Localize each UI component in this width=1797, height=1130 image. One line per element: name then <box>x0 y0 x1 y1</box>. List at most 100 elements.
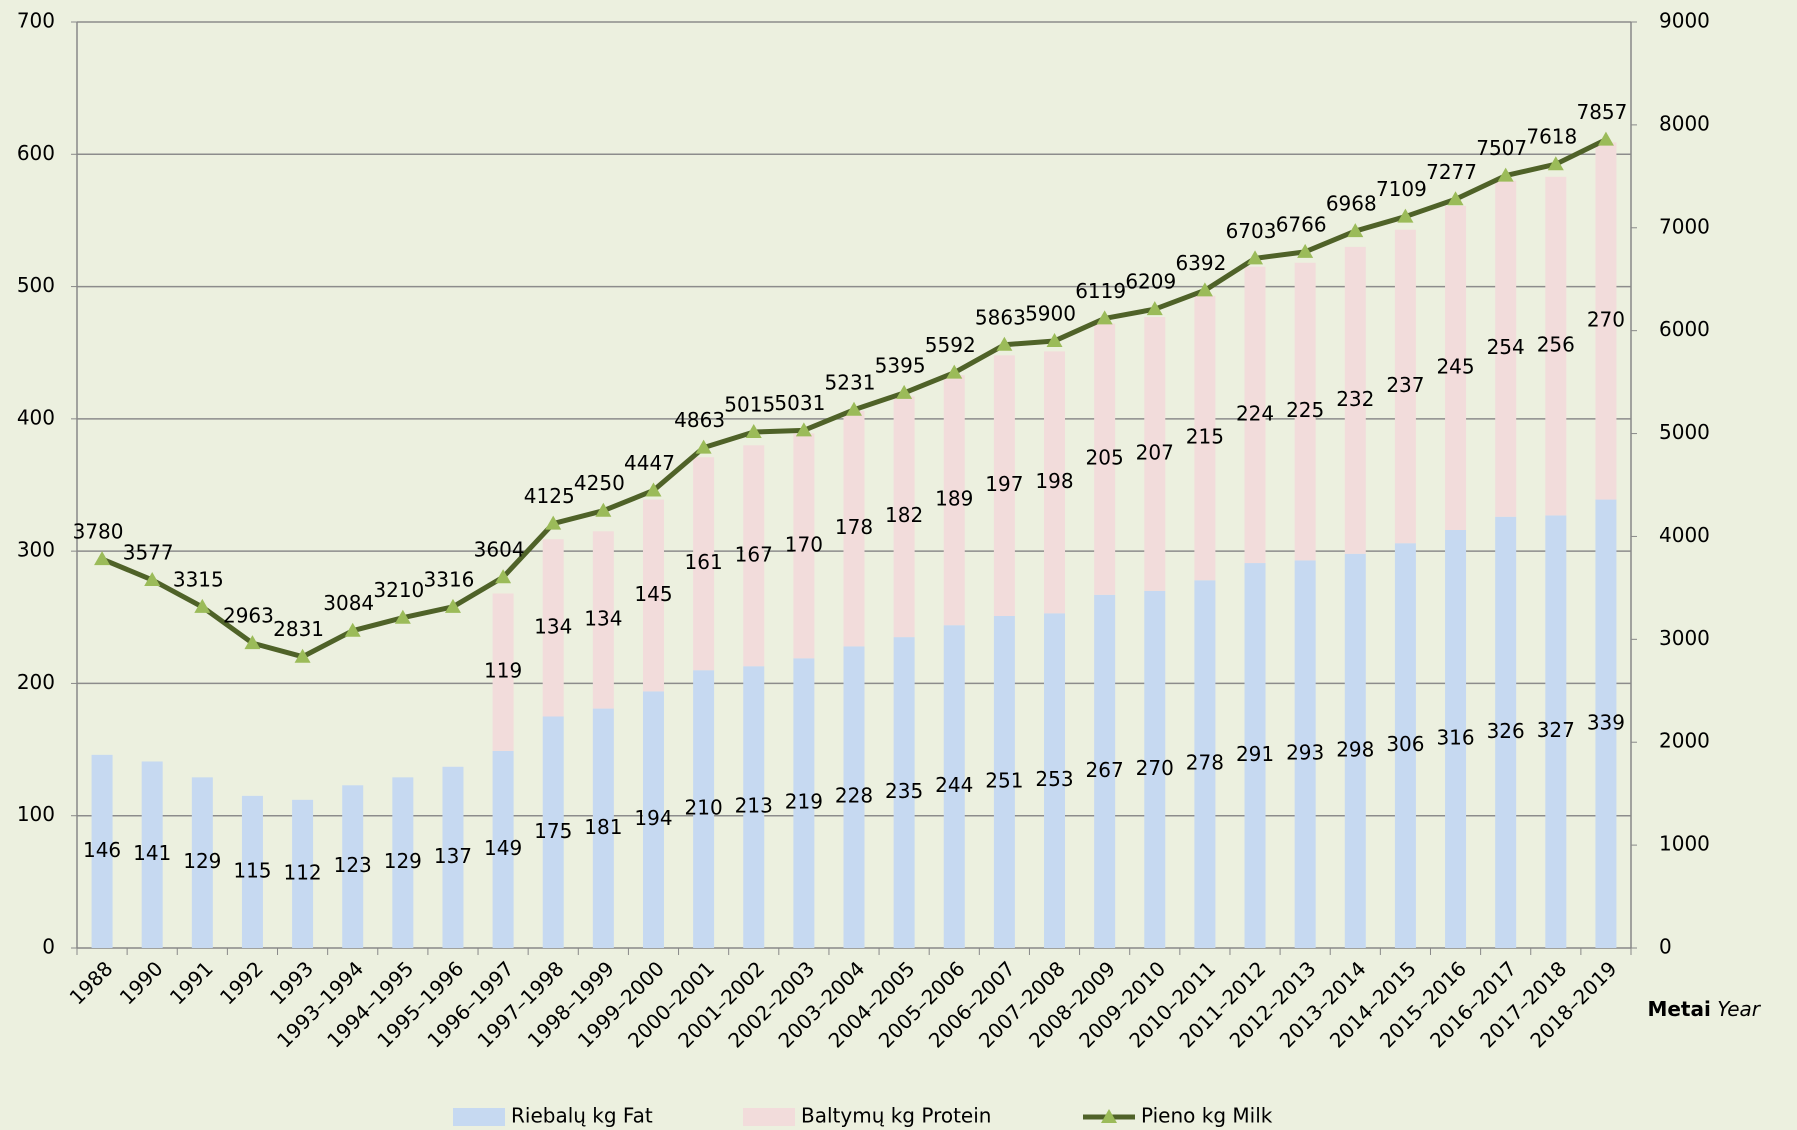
data-label: 6209 <box>1125 270 1176 294</box>
bar <box>943 625 965 948</box>
bar <box>1344 246 1366 554</box>
y-tick-label: 400 <box>17 405 55 429</box>
y2-tick-label: 1000 <box>1659 832 1710 856</box>
data-label: 189 <box>935 487 973 511</box>
bar <box>592 531 614 709</box>
marker <box>444 598 461 613</box>
y-tick-label: 0 <box>42 935 55 959</box>
bar <box>793 658 815 948</box>
data-label: 316 <box>1436 725 1474 749</box>
marker <box>545 515 562 530</box>
data-label: 141 <box>133 841 171 865</box>
marker <box>1597 131 1614 146</box>
bar <box>1344 553 1366 948</box>
bar <box>1445 529 1467 948</box>
data-label: 123 <box>334 853 372 877</box>
bar <box>1094 594 1116 948</box>
marker <box>946 364 963 379</box>
data-label: 6119 <box>1075 279 1126 303</box>
marker <box>344 622 361 637</box>
bar <box>191 777 213 948</box>
marker <box>495 569 512 584</box>
data-label: 6392 <box>1175 251 1226 275</box>
bar <box>1545 176 1567 516</box>
data-label: 115 <box>233 858 271 882</box>
data-label: 170 <box>785 532 823 556</box>
data-label: 267 <box>1086 758 1124 782</box>
x-axis-title-bold: Metai <box>1647 997 1710 1021</box>
legend-label: Pieno kg Milk <box>1141 1104 1273 1128</box>
bar <box>1144 590 1166 948</box>
marker <box>1497 167 1514 182</box>
marker <box>695 439 712 454</box>
data-label: 210 <box>685 796 723 820</box>
data-label: 237 <box>1386 373 1424 397</box>
bar <box>91 754 113 948</box>
data-label: 219 <box>785 790 823 814</box>
bar <box>793 433 815 659</box>
marker <box>595 502 612 517</box>
data-label: 5863 <box>975 305 1026 329</box>
data-label: 3210 <box>373 578 424 602</box>
bar <box>492 593 514 751</box>
marker <box>645 482 662 497</box>
data-label: 2831 <box>273 617 324 641</box>
data-label: 270 <box>1136 756 1174 780</box>
legend-swatch <box>743 1108 795 1126</box>
data-label: 7857 <box>1576 100 1627 124</box>
data-label: 119 <box>484 659 522 683</box>
y-tick-label: 500 <box>17 273 55 297</box>
marker <box>1046 332 1063 347</box>
bar <box>1294 560 1316 948</box>
data-label: 181 <box>584 815 622 839</box>
data-label: 232 <box>1336 387 1374 411</box>
bar <box>693 670 715 948</box>
bar <box>1294 262 1316 561</box>
data-label: 4447 <box>624 451 675 475</box>
data-label: 3780 <box>73 520 124 544</box>
y2-tick-label: 3000 <box>1659 626 1710 650</box>
data-label: 134 <box>584 606 622 630</box>
marker <box>1196 282 1213 297</box>
data-label: 5395 <box>875 353 926 377</box>
data-label: 7618 <box>1526 125 1577 149</box>
data-label: 5031 <box>774 391 825 415</box>
bar <box>542 539 564 717</box>
data-label: 2963 <box>223 604 274 628</box>
data-label: 270 <box>1587 307 1625 331</box>
data-label: 5592 <box>925 333 976 357</box>
data-label: 256 <box>1537 333 1575 357</box>
data-label: 3577 <box>123 540 174 564</box>
marker <box>1547 156 1564 171</box>
marker <box>996 336 1013 351</box>
bar <box>1094 323 1116 595</box>
bar <box>1244 266 1266 564</box>
data-label: 205 <box>1086 446 1124 470</box>
bar <box>642 691 664 948</box>
bar <box>1394 229 1416 544</box>
data-label: 175 <box>534 819 572 843</box>
marker <box>846 401 862 416</box>
bar <box>1545 515 1567 948</box>
bar <box>292 799 314 948</box>
y-tick-label: 300 <box>17 538 55 562</box>
data-label: 167 <box>735 542 773 566</box>
bar <box>442 766 464 948</box>
data-label: 7277 <box>1426 160 1477 184</box>
bar <box>392 777 414 948</box>
y2-tick-label: 2000 <box>1659 729 1710 753</box>
marker <box>144 571 161 586</box>
data-label: 149 <box>484 836 522 860</box>
data-label: 254 <box>1487 335 1525 359</box>
bar <box>1495 516 1517 948</box>
bar <box>993 355 1015 616</box>
marker <box>1347 223 1364 238</box>
bar <box>743 666 765 948</box>
data-label: 298 <box>1336 737 1374 761</box>
data-label: 251 <box>985 768 1023 792</box>
data-label: 5231 <box>825 370 876 394</box>
marker <box>194 598 211 613</box>
marker <box>1397 208 1414 223</box>
data-label: 3604 <box>474 538 525 562</box>
